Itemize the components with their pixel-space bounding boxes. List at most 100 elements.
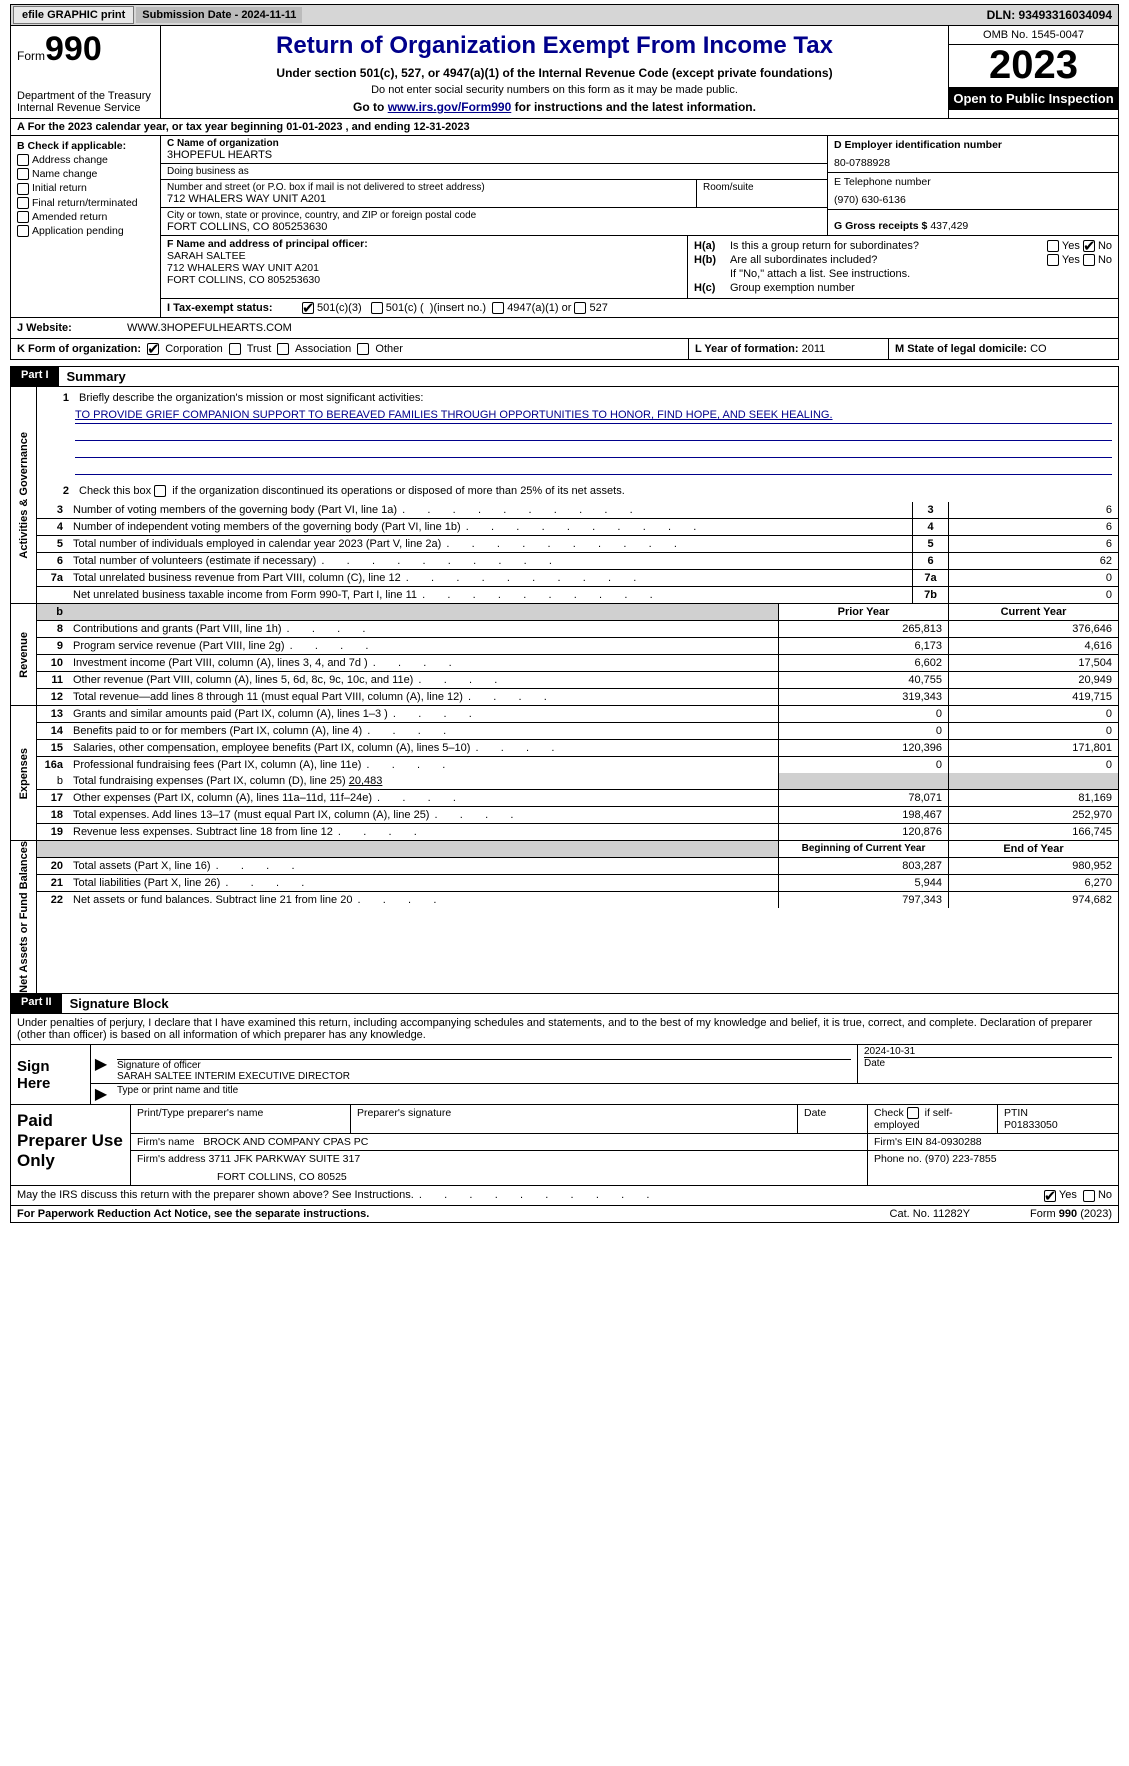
chk-501c[interactable] bbox=[371, 302, 383, 314]
form-title: Return of Organization Exempt From Incom… bbox=[167, 32, 942, 60]
chk-corp[interactable] bbox=[147, 343, 159, 355]
line-num: 4 bbox=[37, 519, 69, 535]
officer-name: SARAH SALTEE bbox=[167, 250, 681, 262]
efile-print-button[interactable]: efile GRAPHIC print bbox=[13, 6, 134, 24]
firm-name-label: Firm's name bbox=[137, 1136, 194, 1148]
line-text: Contributions and grants (Part VIII, lin… bbox=[69, 621, 778, 637]
gross-receipts: G Gross receipts $ 437,429 bbox=[834, 220, 968, 232]
chk-527[interactable] bbox=[574, 302, 586, 314]
chk-final-return[interactable]: Final return/terminated bbox=[17, 197, 154, 209]
line-num: 15 bbox=[37, 740, 69, 756]
line-text: Total revenue—add lines 8 through 11 (mu… bbox=[69, 689, 778, 705]
chk-amended[interactable]: Amended return bbox=[17, 211, 154, 223]
line-text: Net assets or fund balances. Subtract li… bbox=[69, 892, 778, 908]
line-text: Number of voting members of the governin… bbox=[69, 502, 912, 518]
open-inspection: Open to Public Inspection bbox=[949, 87, 1118, 110]
chk-other[interactable] bbox=[357, 343, 369, 355]
chk-trust[interactable] bbox=[229, 343, 241, 355]
header-sub1: Under section 501(c), 527, or 4947(a)(1)… bbox=[167, 66, 942, 80]
chk-discontinued[interactable] bbox=[154, 485, 166, 497]
line-text: Total number of volunteers (estimate if … bbox=[69, 553, 912, 569]
prior-year-val: 5,944 bbox=[778, 875, 948, 891]
sig-declaration: Under penalties of perjury, I declare th… bbox=[11, 1014, 1118, 1044]
hdr-current-year: Current Year bbox=[948, 604, 1118, 620]
line-text: Net unrelated business taxable income fr… bbox=[69, 587, 912, 603]
line-text: Investment income (Part VIII, column (A)… bbox=[69, 655, 778, 671]
city-label: City or town, state or province, country… bbox=[167, 210, 821, 221]
line-val: 6 bbox=[948, 502, 1118, 518]
line-text: Other revenue (Part VIII, column (A), li… bbox=[69, 672, 778, 688]
prep-date-label: Date bbox=[798, 1105, 868, 1133]
line-num: 22 bbox=[37, 892, 69, 908]
line-box: 4 bbox=[912, 519, 948, 535]
prior-year-val: 797,343 bbox=[778, 892, 948, 908]
chk-initial-return[interactable]: Initial return bbox=[17, 182, 154, 194]
current-year-val: 20,949 bbox=[948, 672, 1118, 688]
line-val: 6 bbox=[948, 519, 1118, 535]
form-number: Form990 bbox=[17, 30, 154, 69]
current-year-val: 81,169 bbox=[948, 790, 1118, 806]
firm-name: BROCK AND COMPANY CPAS PC bbox=[203, 1136, 368, 1148]
firm-phone-label: Phone no. bbox=[874, 1153, 922, 1165]
h-b-label: H(b) bbox=[694, 254, 730, 266]
submission-date: Submission Date - 2024-11-11 bbox=[136, 7, 302, 23]
line-num: 13 bbox=[37, 706, 69, 722]
officer-addr2: FORT COLLINS, CO 805253630 bbox=[167, 274, 681, 286]
self-emp: Check if self-employed bbox=[868, 1105, 998, 1133]
tab-netassets: Net Assets or Fund Balances bbox=[18, 841, 30, 993]
line-text: Number of independent voting members of … bbox=[69, 519, 912, 535]
line-num: 9 bbox=[37, 638, 69, 654]
line-box: 6 bbox=[912, 553, 948, 569]
prep-name-label: Print/Type preparer's name bbox=[131, 1105, 351, 1133]
state-domicile: M State of legal domicile: CO bbox=[888, 339, 1118, 359]
firm-addr2: FORT COLLINS, CO 80525 bbox=[217, 1171, 861, 1183]
phone-value: (970) 630-6136 bbox=[834, 194, 1112, 206]
city-value: FORT COLLINS, CO 805253630 bbox=[167, 221, 821, 233]
irs-link[interactable]: www.irs.gov/Form990 bbox=[388, 100, 512, 114]
firm-phone: (970) 223-7855 bbox=[925, 1153, 997, 1165]
prior-year-val: 0 bbox=[778, 723, 948, 739]
chk-assoc[interactable] bbox=[277, 343, 289, 355]
line2-text: Check this box if the organization disco… bbox=[75, 483, 1112, 499]
prior-year-val: 120,396 bbox=[778, 740, 948, 756]
may-yes: Yes No bbox=[1044, 1189, 1112, 1201]
line-box: 7a bbox=[912, 570, 948, 586]
sig-name-title: SARAH SALTEE INTERIM EXECUTIVE DIRECTOR bbox=[117, 1071, 851, 1082]
dba-label: Doing business as bbox=[167, 166, 821, 177]
sig-officer-label: Signature of officer bbox=[117, 1060, 851, 1071]
prior-year-val: 265,813 bbox=[778, 621, 948, 637]
footer-right: Form 990 (2023) bbox=[1030, 1208, 1112, 1220]
current-year-val: 0 bbox=[948, 723, 1118, 739]
h-c-label: H(c) bbox=[694, 282, 730, 294]
officer-label: F Name and address of principal officer: bbox=[167, 238, 681, 250]
paid-preparer-label: Paid Preparer Use Only bbox=[11, 1105, 131, 1185]
may-discuss: May the IRS discuss this return with the… bbox=[17, 1189, 1044, 1201]
line-num: 16a bbox=[37, 757, 69, 773]
page-footer: For Paperwork Reduction Act Notice, see … bbox=[10, 1206, 1119, 1223]
current-year-val: 0 bbox=[948, 706, 1118, 722]
top-toolbar: efile GRAPHIC print Submission Date - 20… bbox=[10, 4, 1119, 26]
addr-value: 712 WHALERS WAY UNIT A201 bbox=[167, 193, 690, 205]
current-year-val: 974,682 bbox=[948, 892, 1118, 908]
h-a-label: H(a) bbox=[694, 240, 730, 252]
line-b-text: Total fundraising expenses (Part IX, col… bbox=[69, 773, 778, 789]
current-year-val: 6,270 bbox=[948, 875, 1118, 891]
chk-501c3[interactable] bbox=[302, 302, 314, 314]
line-val: 62 bbox=[948, 553, 1118, 569]
line-num: 17 bbox=[37, 790, 69, 806]
chk-name-change[interactable]: Name change bbox=[17, 168, 154, 180]
line-num: 7a bbox=[37, 570, 69, 586]
footer-left: For Paperwork Reduction Act Notice, see … bbox=[17, 1208, 369, 1220]
tax-status-label: I Tax-exempt status: bbox=[167, 302, 302, 314]
chk-4947[interactable] bbox=[492, 302, 504, 314]
line-text: Benefits paid to or for members (Part IX… bbox=[69, 723, 778, 739]
chk-app-pending[interactable]: Application pending bbox=[17, 225, 154, 237]
hdr-eoy: End of Year bbox=[948, 841, 1118, 857]
line-box: 7b bbox=[912, 587, 948, 603]
hdr-bcy: Beginning of Current Year bbox=[778, 841, 948, 857]
org-name-label: C Name of organization bbox=[167, 138, 821, 149]
line-num: 10 bbox=[37, 655, 69, 671]
chk-address-change[interactable]: Address change bbox=[17, 154, 154, 166]
prep-sig-label: Preparer's signature bbox=[351, 1105, 798, 1133]
box-b-heading: B Check if applicable: bbox=[17, 140, 154, 152]
